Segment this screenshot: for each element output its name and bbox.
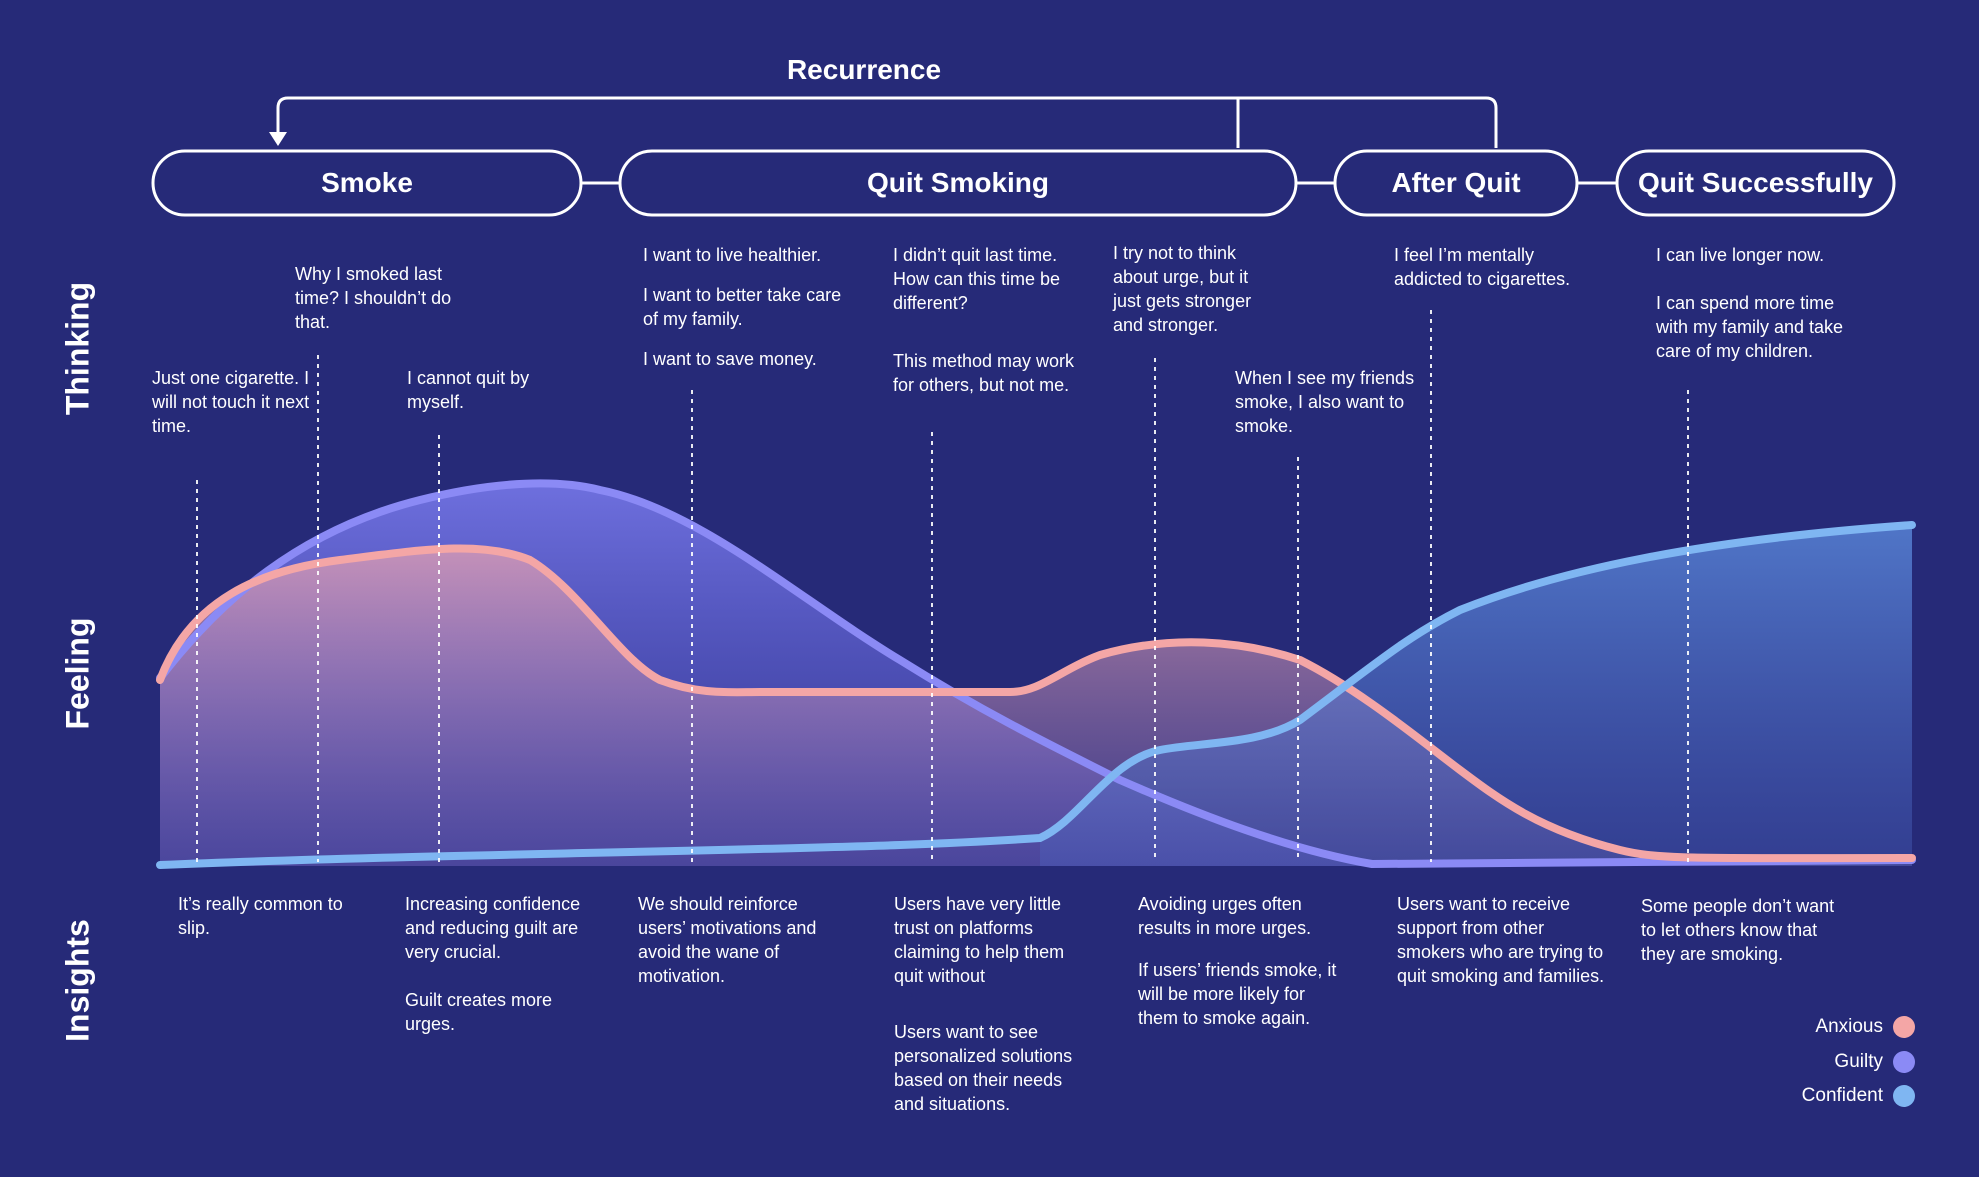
stage-label-smoke: Smoke — [321, 167, 413, 198]
insight-note: It’s really common to slip. — [178, 894, 343, 938]
section-label-feeling: Feeling — [59, 617, 96, 730]
legend-item-confident: Confident — [1802, 1085, 1915, 1107]
section-label-thinking: Thinking — [59, 281, 96, 416]
legend-label: Anxious — [1815, 1016, 1883, 1037]
legend-dot-confident — [1893, 1085, 1915, 1107]
confident-curve — [156, 521, 1916, 869]
stage-label-after-quit: After Quit — [1391, 167, 1521, 198]
legend-dot-guilty — [1893, 1051, 1915, 1073]
confident-area — [1040, 525, 1912, 866]
recurrence-arrowhead — [269, 132, 287, 146]
legend-item-guilty: Guilty — [1834, 1051, 1915, 1073]
recurrence-arrow — [276, 96, 1498, 148]
thought-note: I try not to think about urge, but it ju… — [1113, 243, 1252, 335]
section-label-insights: Insights — [59, 919, 96, 1042]
insight-note: Increasing confidence and reducing guilt… — [405, 894, 581, 1034]
thought-note: Just one cigarette. I will not touch it … — [152, 368, 310, 436]
thought-note: I want to live healthier. I want to bett… — [643, 245, 842, 369]
insight-note: Users want to receive support from other… — [1397, 894, 1605, 986]
legend-label: Confident — [1801, 1085, 1883, 1106]
guide-lines — [196, 310, 1689, 862]
stage-pill-quit-successfully — [1615, 149, 1896, 217]
thought-note: I didn’t quit last time. How can this ti… — [893, 245, 1075, 395]
insight-note: Users have very little trust on platform… — [894, 894, 1073, 1114]
stage-label-quit-smoking: Quit Smoking — [867, 167, 1049, 198]
legend-item-anxious: Anxious — [1815, 1016, 1915, 1038]
stage-label-quit-successfully: Quit Successfully — [1638, 167, 1873, 198]
guilty-curve — [156, 479, 1916, 869]
legend-dot-anxious — [1893, 1016, 1915, 1038]
insight-note: We should reinforce users’ motivations a… — [638, 894, 817, 986]
anxious-curve — [156, 544, 1916, 863]
thought-note: When I see my friends smoke, I also want… — [1235, 368, 1415, 436]
insight-note: Some people don’t want to let others kno… — [1641, 896, 1835, 964]
thought-note: I feel I’m mentally addicted to cigarett… — [1394, 245, 1571, 289]
thought-note: Why I smoked last time? I shouldn’t do t… — [295, 264, 452, 332]
legend-label: Guilty — [1834, 1051, 1883, 1072]
thought-note: I cannot quit by myself. — [407, 368, 530, 412]
insight-note: Avoiding urges often results in more urg… — [1138, 894, 1337, 1028]
recurrence-label: Recurrence — [786, 54, 942, 85]
thought-note: I can live longer now. I can spend more … — [1656, 245, 1844, 361]
